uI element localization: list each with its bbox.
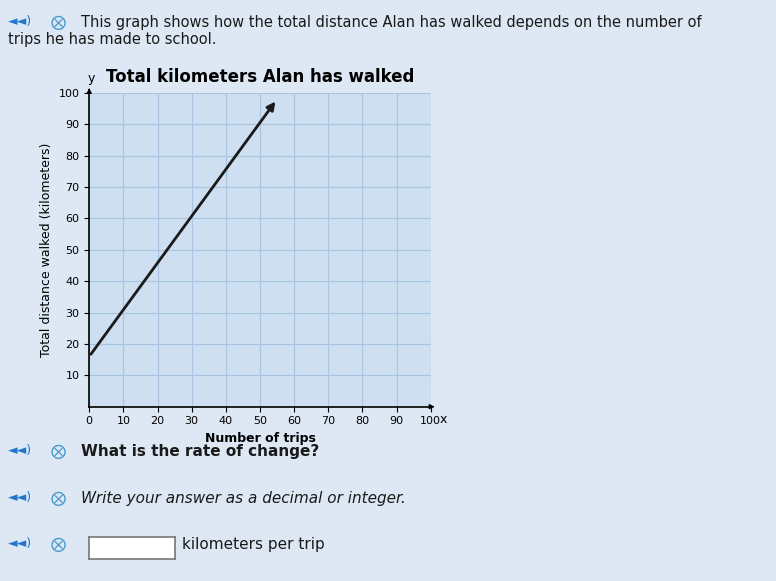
Text: ◄◄): ◄◄): [8, 491, 32, 504]
Text: kilometers per trip: kilometers per trip: [182, 537, 325, 553]
Title: Total kilometers Alan has walked: Total kilometers Alan has walked: [106, 68, 414, 86]
Text: trips he has made to school.: trips he has made to school.: [8, 32, 217, 47]
Text: ⨂: ⨂: [50, 491, 66, 506]
Text: This graph shows how the total distance Alan has walked depends on the number of: This graph shows how the total distance …: [81, 15, 702, 30]
Text: ⨂: ⨂: [50, 15, 66, 30]
Text: ⨂: ⨂: [50, 537, 66, 553]
Text: x: x: [439, 413, 447, 426]
Text: ◄◄): ◄◄): [8, 444, 32, 457]
Y-axis label: Total distance walked (kilometers): Total distance walked (kilometers): [40, 143, 53, 357]
Text: ◄◄): ◄◄): [8, 537, 32, 550]
Text: Write your answer as a decimal or integer.: Write your answer as a decimal or intege…: [81, 491, 406, 506]
Text: y: y: [88, 72, 95, 85]
Text: ⨂: ⨂: [50, 444, 66, 460]
X-axis label: Number of trips: Number of trips: [205, 432, 315, 445]
Text: ◄◄): ◄◄): [8, 15, 32, 27]
Text: What is the rate of change?: What is the rate of change?: [81, 444, 320, 460]
